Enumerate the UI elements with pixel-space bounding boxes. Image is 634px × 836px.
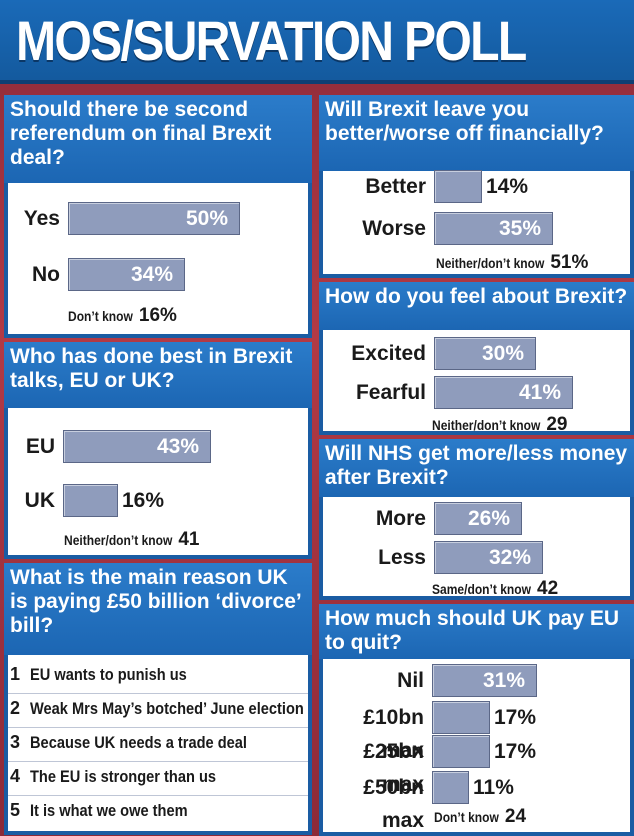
bar-value-label: 43% (156, 435, 199, 458)
bar-value-label: 16% (122, 489, 165, 512)
reason-text: Weak Mrs May’s botched’ June election (30, 699, 304, 718)
neither-value: 51% (550, 252, 589, 273)
category-label: Nil (397, 669, 424, 692)
reason-number: 5 (10, 800, 21, 820)
bar-mark (434, 170, 482, 203)
category-label: More (375, 507, 426, 530)
bar-value-label: 17% (494, 706, 537, 729)
row-divider (8, 727, 308, 728)
question-text: How much should UK pay EU to quit? (319, 604, 634, 659)
bar-value-label: 41% (518, 381, 561, 404)
row-divider (8, 761, 308, 762)
bar-mark (432, 664, 537, 697)
reason-number: 4 (10, 766, 21, 786)
neither-value: 41 (178, 529, 200, 550)
category-label: No (32, 263, 60, 286)
question-text: How do you feel about Brexit? (319, 282, 634, 330)
reason-number: 3 (10, 732, 21, 752)
bar-mark (68, 258, 185, 291)
bar-mark (434, 212, 553, 245)
bar-mark (63, 430, 211, 463)
category-label: Yes (23, 207, 60, 230)
reason-text: The EU is stronger than us (30, 767, 217, 786)
neither-label: Neither/don’t know (432, 417, 541, 433)
bar-value-label: 26% (467, 507, 510, 530)
category-label: Excited (351, 342, 426, 365)
neither-value: 16% (138, 305, 177, 326)
bar-mark (432, 735, 490, 768)
bar-mark (432, 771, 469, 804)
reason-number: 1 (10, 664, 21, 684)
category-label: Fearful (355, 381, 426, 404)
bar-value-label: 35% (498, 217, 541, 240)
category-label: EU (25, 435, 55, 458)
question-text: Will NHS get more/less money after Brexi… (319, 439, 634, 497)
neither-label: Same/don’t know (432, 581, 532, 597)
category-label: Worse (362, 217, 426, 240)
question-text: Should there be second referendum on fin… (4, 95, 312, 183)
category-label: £10bn max (363, 706, 424, 762)
bar-mark (432, 701, 490, 734)
neither-value: 24 (504, 806, 527, 827)
bar-mark (63, 484, 118, 517)
reason-text: EU wants to punish us (30, 665, 187, 684)
question-text: What is the main reason UK is paying £50… (4, 563, 312, 655)
reason-number: 2 (10, 698, 21, 718)
bar-value-label: 50% (185, 207, 228, 230)
bar-value-label: 32% (488, 546, 531, 569)
bar-value-label: 11% (473, 776, 514, 799)
category-label: Better (365, 175, 426, 198)
bar-value-label: 34% (130, 263, 173, 286)
bar-mark (434, 502, 522, 535)
question-text: Who has done best in Brexit talks, EU or… (4, 342, 312, 408)
neither-value: 42 (537, 578, 559, 599)
category-label: £50bn max (363, 776, 424, 832)
bar-mark (68, 202, 240, 235)
header-band (0, 0, 634, 84)
neither-label: Neither/don’t know (64, 532, 173, 548)
neither-label: Don’t know (68, 308, 133, 324)
row-divider (8, 693, 308, 694)
reason-text: Because UK needs a trade deal (30, 733, 247, 752)
bar-mark (434, 376, 573, 409)
row-divider (8, 795, 308, 796)
bar-mark (434, 337, 536, 370)
category-label: £25bn max (363, 740, 424, 796)
neither-value: 29 (546, 414, 568, 435)
reason-text: It is what we owe them (30, 801, 188, 820)
question-text: Will Brexit leave you better/worse off f… (319, 95, 634, 171)
bar-mark (434, 541, 543, 574)
page-title: MOS/SURVATION POLL (16, 9, 527, 72)
neither-label: Neither/don’t know (436, 255, 545, 271)
bar-value-label: 14% (486, 175, 529, 198)
neither-label: Don’t know (434, 809, 499, 825)
bar-value-label: 30% (481, 342, 524, 365)
category-label: Less (378, 546, 426, 569)
bar-value-label: 17% (494, 740, 537, 763)
category-label: UK (24, 489, 55, 512)
bar-value-label: 31% (482, 669, 525, 692)
